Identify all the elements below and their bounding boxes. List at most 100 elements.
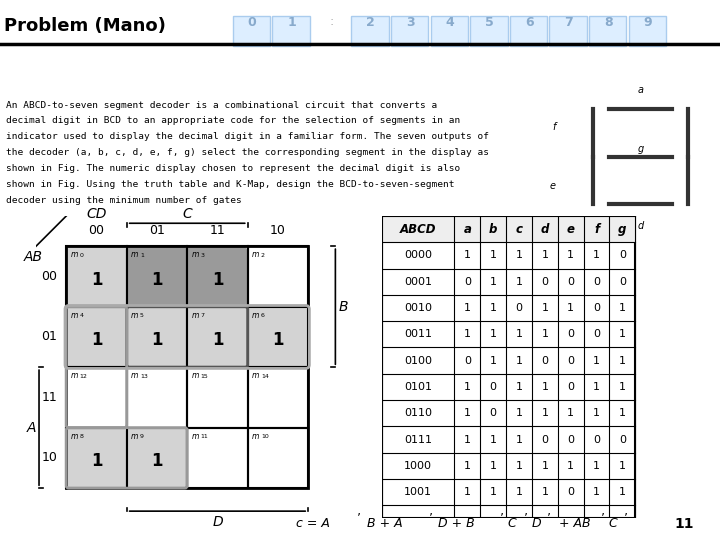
Text: 10: 10	[261, 434, 269, 440]
Text: m: m	[71, 372, 78, 381]
Text: ’: ’	[547, 511, 551, 524]
Text: m: m	[252, 251, 259, 260]
Text: 1: 1	[619, 408, 626, 418]
Text: 4: 4	[79, 313, 84, 319]
Text: c: c	[516, 222, 523, 235]
Text: 1: 1	[541, 461, 549, 471]
Text: 1001: 1001	[404, 487, 432, 497]
Text: AB: AB	[24, 251, 42, 265]
Text: + AB: + AB	[555, 517, 591, 530]
Text: shown in Fig. Using the truth table and K-Map, design the BCD-to-seven-segment: shown in Fig. Using the truth table and …	[6, 180, 454, 189]
Text: 5: 5	[485, 16, 494, 29]
Bar	[187, 307, 248, 367]
Bar	[66, 246, 308, 488]
Text: 1: 1	[464, 435, 471, 444]
Text: 00: 00	[41, 270, 57, 283]
Text: shown in Fig. The numeric display chosen to represent the decimal digit is also: shown in Fig. The numeric display chosen…	[6, 164, 460, 173]
Bar	[187, 367, 248, 428]
Text: 1: 1	[516, 251, 523, 260]
Text: 1: 1	[464, 461, 471, 471]
Text: 0: 0	[541, 276, 549, 287]
Text: :: :	[329, 15, 333, 28]
FancyBboxPatch shape	[126, 428, 186, 489]
Text: 1: 1	[490, 356, 497, 366]
Text: 0: 0	[464, 356, 471, 366]
Text: 1: 1	[490, 251, 497, 260]
Text: 0101: 0101	[404, 382, 432, 392]
Text: 0: 0	[619, 435, 626, 444]
Text: ’: ’	[601, 511, 605, 524]
Text: 0011: 0011	[404, 329, 432, 339]
FancyBboxPatch shape	[629, 16, 666, 46]
Text: decoder using the minimum number of gates: decoder using the minimum number of gate…	[6, 195, 241, 205]
Text: 1: 1	[287, 16, 296, 29]
Bar	[187, 246, 248, 307]
Text: 0: 0	[619, 276, 626, 287]
Text: 0: 0	[464, 276, 471, 287]
Text: 10: 10	[270, 224, 286, 237]
Text: ’: ’	[357, 511, 361, 524]
FancyBboxPatch shape	[186, 307, 247, 368]
FancyBboxPatch shape	[470, 16, 508, 46]
Text: 1: 1	[91, 452, 102, 470]
Bar	[66, 246, 127, 307]
Text: 1: 1	[619, 329, 626, 339]
Text: 12: 12	[79, 374, 87, 379]
Text: A: A	[27, 421, 36, 435]
Text: Problem (Mano): Problem (Mano)	[4, 17, 166, 36]
Text: 1: 1	[464, 382, 471, 392]
Text: 0110: 0110	[404, 408, 432, 418]
Text: 1: 1	[619, 487, 626, 497]
Text: 1: 1	[593, 251, 600, 260]
Text: 15: 15	[200, 374, 208, 379]
Text: 1: 1	[593, 461, 600, 471]
Text: e: e	[567, 222, 575, 235]
Text: 9: 9	[140, 434, 144, 440]
Text: C: C	[609, 517, 618, 530]
Text: m: m	[192, 432, 199, 441]
Text: 0: 0	[619, 251, 626, 260]
Text: 1: 1	[593, 356, 600, 366]
Bar	[127, 428, 187, 488]
Bar	[127, 246, 187, 307]
Text: C: C	[182, 207, 192, 221]
FancyBboxPatch shape	[186, 247, 247, 307]
Text: 1: 1	[464, 329, 471, 339]
Text: 0: 0	[593, 329, 600, 339]
Text: 1: 1	[212, 271, 223, 288]
Text: D: D	[212, 515, 222, 529]
Text: m: m	[131, 372, 138, 381]
FancyBboxPatch shape	[272, 16, 310, 46]
Text: 1: 1	[541, 382, 549, 392]
Text: 1: 1	[490, 329, 497, 339]
Text: B: B	[338, 300, 348, 314]
Text: 11: 11	[42, 391, 57, 404]
Text: 0: 0	[248, 16, 256, 29]
Text: 11: 11	[674, 517, 694, 531]
Text: 3: 3	[406, 16, 415, 29]
Text: 0: 0	[567, 487, 575, 497]
Text: d: d	[541, 222, 549, 235]
Text: ’: ’	[624, 511, 629, 524]
Text: An ABCD-to-seven segment decoder is a combinational circuit that converts a: An ABCD-to-seven segment decoder is a co…	[6, 100, 437, 110]
Text: m: m	[192, 311, 199, 320]
Bar	[382, 216, 635, 242]
Text: 0010: 0010	[404, 303, 432, 313]
Text: 1: 1	[464, 408, 471, 418]
Text: 1: 1	[490, 276, 497, 287]
FancyBboxPatch shape	[66, 247, 126, 307]
Text: 1: 1	[140, 253, 144, 258]
Text: ’: ’	[428, 511, 433, 524]
Text: 6: 6	[525, 16, 534, 29]
Text: 1: 1	[490, 435, 497, 444]
Text: 1: 1	[516, 329, 523, 339]
Text: 0000: 0000	[404, 251, 432, 260]
Text: g: g	[638, 144, 644, 154]
Text: 1: 1	[619, 303, 626, 313]
Text: 5: 5	[140, 313, 144, 319]
Text: 3: 3	[200, 253, 204, 258]
Text: m: m	[252, 311, 259, 320]
Text: 1: 1	[619, 356, 626, 366]
Bar	[248, 428, 308, 488]
Text: 00: 00	[89, 224, 104, 237]
